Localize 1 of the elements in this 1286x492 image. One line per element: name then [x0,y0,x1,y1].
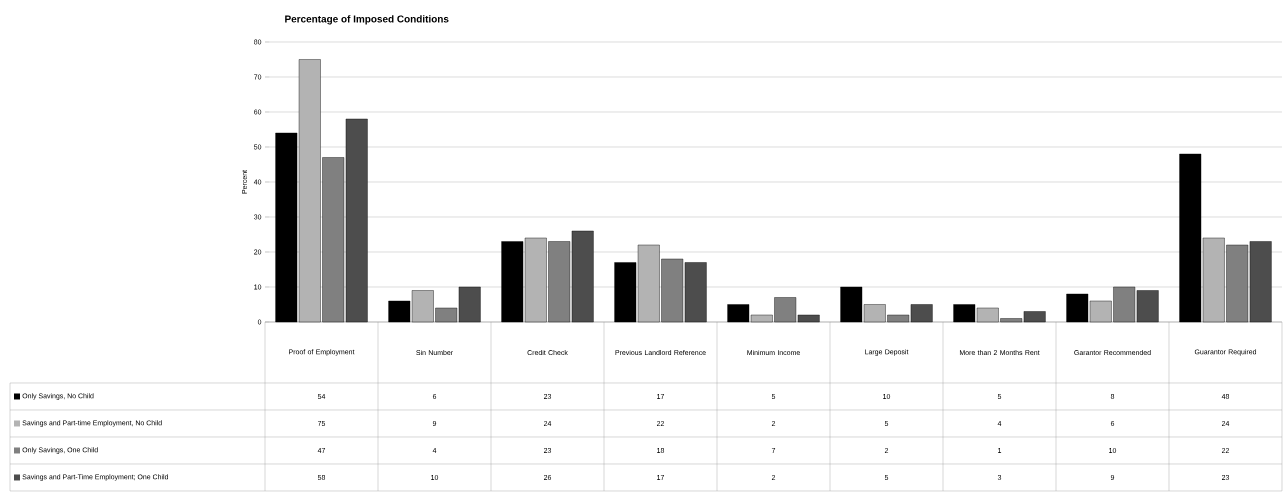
chart-title: Percentage of Imposed Conditions [285,15,449,25]
